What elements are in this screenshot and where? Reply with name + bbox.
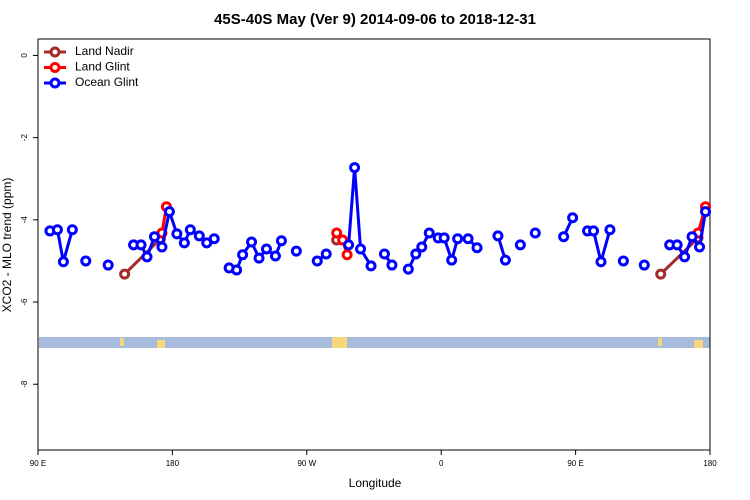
data-point bbox=[331, 227, 343, 239]
data-point bbox=[135, 239, 147, 251]
y-tick-label: -6 bbox=[20, 298, 29, 306]
chart-title: 45S-40S May (Ver 9) 2014-09-06 to 2018-1… bbox=[214, 11, 536, 28]
y-tick-label: -2 bbox=[20, 134, 29, 142]
legend-marker bbox=[49, 77, 61, 89]
x-axis-label: Longitude bbox=[349, 476, 402, 490]
data-point bbox=[163, 206, 175, 218]
data-point bbox=[260, 243, 272, 255]
data-point bbox=[178, 237, 190, 249]
data-point bbox=[349, 162, 361, 174]
data-point bbox=[355, 243, 367, 255]
data-point bbox=[604, 224, 616, 236]
data-point bbox=[231, 264, 243, 276]
legend-marker bbox=[49, 46, 61, 58]
data-point bbox=[567, 212, 579, 224]
land-strip bbox=[39, 337, 710, 348]
data-point bbox=[700, 206, 712, 218]
x-tick-label: 180 bbox=[166, 459, 180, 468]
data-point bbox=[193, 230, 205, 242]
data-point bbox=[102, 259, 114, 271]
legend-label: Land Glint bbox=[75, 60, 130, 74]
y-tick-label: -4 bbox=[20, 216, 29, 224]
y-axis-label: XCO2 - MLO trend (ppm) bbox=[0, 178, 14, 313]
data-point bbox=[595, 256, 607, 268]
data-point bbox=[529, 227, 541, 239]
data-point bbox=[378, 248, 390, 260]
data-point bbox=[171, 228, 183, 240]
data-point bbox=[80, 255, 92, 267]
x-tick-label: 180 bbox=[703, 459, 717, 468]
data-point bbox=[452, 233, 464, 245]
data-point bbox=[311, 255, 323, 267]
data-point bbox=[156, 241, 168, 253]
data-point bbox=[246, 236, 258, 248]
data-point bbox=[638, 259, 650, 271]
data-point bbox=[423, 227, 435, 239]
x-tick-label: 90 E bbox=[567, 459, 583, 468]
data-point bbox=[402, 263, 414, 275]
data-point bbox=[558, 231, 570, 243]
data-point bbox=[617, 255, 629, 267]
data-point bbox=[416, 241, 428, 253]
data-point bbox=[343, 239, 355, 251]
data-point bbox=[237, 249, 249, 261]
data-point bbox=[66, 224, 78, 236]
data-point bbox=[410, 248, 422, 260]
data-point bbox=[148, 231, 160, 243]
data-point bbox=[471, 242, 483, 254]
data-point bbox=[499, 254, 511, 266]
data-point bbox=[492, 230, 504, 242]
x-tick-label: 90 W bbox=[297, 459, 316, 468]
data-point bbox=[269, 250, 281, 262]
data-point bbox=[119, 268, 131, 280]
data-point bbox=[462, 233, 474, 245]
data-point bbox=[253, 252, 265, 264]
data-point bbox=[446, 254, 458, 266]
data-point bbox=[57, 256, 69, 268]
plot-frame bbox=[37, 38, 711, 451]
data-point bbox=[438, 232, 450, 244]
legend-marker bbox=[49, 62, 61, 73]
data-point bbox=[275, 235, 287, 247]
data-point bbox=[141, 251, 153, 263]
data-point bbox=[514, 239, 526, 251]
y-tick-label: 0 bbox=[20, 53, 29, 58]
legend-label: Ocean Glint bbox=[75, 75, 139, 89]
data-point bbox=[290, 245, 302, 257]
data-point bbox=[655, 268, 667, 280]
data-point bbox=[694, 241, 706, 253]
legend-label: Land Nadir bbox=[75, 44, 134, 58]
data-point bbox=[184, 224, 196, 236]
data-point bbox=[679, 251, 691, 263]
data-point bbox=[671, 239, 683, 251]
series-line bbox=[347, 167, 373, 267]
data-point bbox=[365, 260, 377, 272]
data-point bbox=[588, 225, 600, 237]
data-point bbox=[208, 233, 220, 245]
data-point bbox=[686, 231, 698, 243]
data-point bbox=[320, 248, 332, 260]
x-tick-label: 90 E bbox=[30, 459, 46, 468]
x-tick-label: 0 bbox=[439, 459, 444, 468]
data-point bbox=[51, 224, 63, 236]
y-tick-label: -8 bbox=[20, 380, 29, 388]
data-point bbox=[386, 259, 398, 271]
data-point bbox=[341, 249, 353, 261]
